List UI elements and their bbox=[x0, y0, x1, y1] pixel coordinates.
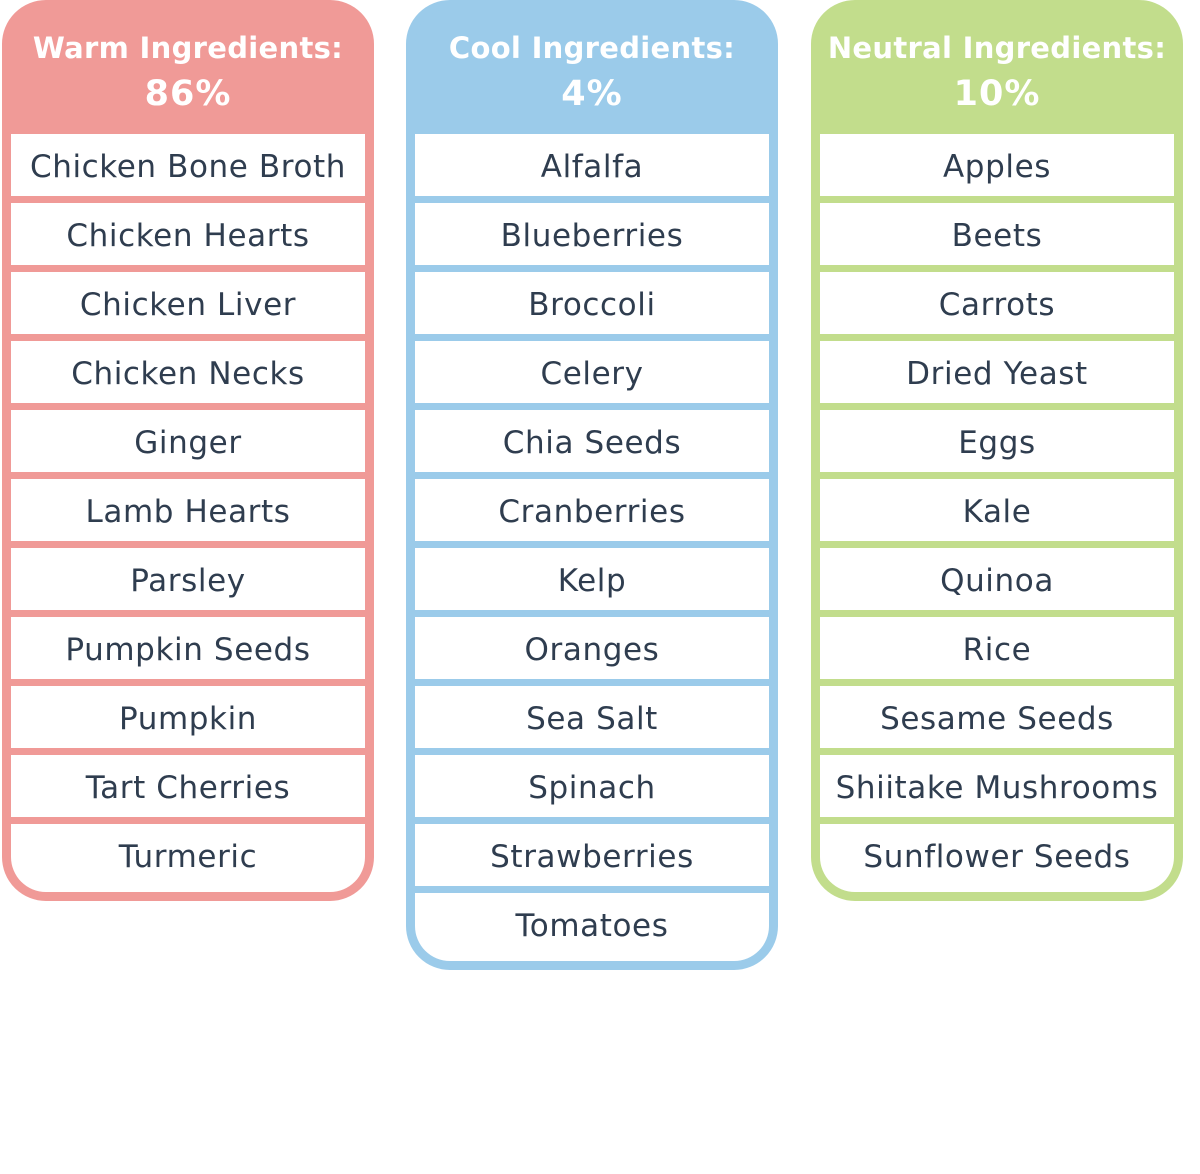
ingredient-item: Pumpkin bbox=[11, 686, 365, 748]
ingredient-item: Chia Seeds bbox=[415, 410, 769, 472]
warm-ingredients-list: Chicken Bone Broth Chicken Hearts Chicken … bbox=[11, 134, 365, 892]
ingredient-item: Alfalfa bbox=[415, 134, 769, 196]
ingredient-item: Blueberries bbox=[415, 203, 769, 265]
ingredient-item: Chicken Hearts bbox=[11, 203, 365, 265]
ingredient-item: Beets bbox=[820, 203, 1174, 265]
cool-ingredients-column: Cool Ingredients: 4% Alfalfa Blueberries B… bbox=[406, 0, 778, 970]
ingredient-item: Sunflower Seeds bbox=[820, 824, 1174, 892]
ingredient-item: Parsley bbox=[11, 548, 365, 610]
cool-ingredients-list: Alfalfa Blueberries Broccoli Celery Chia See… bbox=[415, 134, 769, 961]
ingredient-item: Kelp bbox=[415, 548, 769, 610]
ingredient-item: Chicken Liver bbox=[11, 272, 365, 334]
ingredient-item: Dried Yeast bbox=[820, 341, 1174, 403]
ingredient-item: Spinach bbox=[415, 755, 769, 817]
ingredient-item: Chicken Bone Broth bbox=[11, 134, 365, 196]
ingredient-item: Tart Cherries bbox=[11, 755, 365, 817]
neutral-ingredients-percent: 10% bbox=[953, 74, 1041, 114]
ingredient-item: Lamb Hearts bbox=[11, 479, 365, 541]
ingredient-item: Strawberries bbox=[415, 824, 769, 886]
ingredient-item: Shiitake Mushrooms bbox=[820, 755, 1174, 817]
ingredient-item: Cranberries bbox=[415, 479, 769, 541]
ingredient-item: Apples bbox=[820, 134, 1174, 196]
ingredient-item: Quinoa bbox=[820, 548, 1174, 610]
neutral-ingredients-header: Neutral Ingredients: 10% bbox=[820, 9, 1174, 132]
ingredient-item: Oranges bbox=[415, 617, 769, 679]
cool-ingredients-title: Cool Ingredients: bbox=[448, 31, 736, 65]
ingredient-item: Pumpkin Seeds bbox=[11, 617, 365, 679]
warm-ingredients-header: Warm Ingredients: 86% bbox=[11, 9, 365, 132]
ingredient-item: Broccoli bbox=[415, 272, 769, 334]
warm-ingredients-percent: 86% bbox=[144, 74, 232, 114]
ingredient-item: Ginger bbox=[11, 410, 365, 472]
warm-ingredients-column: Warm Ingredients: 86% Chicken Bone Broth… bbox=[2, 0, 374, 901]
ingredient-item: Turmeric bbox=[11, 824, 365, 892]
ingredient-item: Tomatoes bbox=[415, 893, 769, 961]
cool-ingredients-percent: 4% bbox=[561, 74, 623, 114]
warm-ingredients-title: Warm Ingredients: bbox=[32, 31, 344, 65]
ingredient-item: Rice bbox=[820, 617, 1174, 679]
neutral-ingredients-column: Neutral Ingredients: 10% Apples Beets Carr… bbox=[811, 0, 1183, 901]
ingredient-item: Sea Salt bbox=[415, 686, 769, 748]
ingredient-item: Chicken Necks bbox=[11, 341, 365, 403]
ingredient-item: Sesame Seeds bbox=[820, 686, 1174, 748]
ingredient-item: Kale bbox=[820, 479, 1174, 541]
neutral-ingredients-title: Neutral Ingredients: bbox=[827, 31, 1167, 65]
ingredient-item: Carrots bbox=[820, 272, 1174, 334]
neutral-ingredients-list: Apples Beets Carrots Dried Yeast Eggs Kale Qui… bbox=[820, 134, 1174, 892]
ingredient-item: Celery bbox=[415, 341, 769, 403]
ingredient-item: Eggs bbox=[820, 410, 1174, 472]
cool-ingredients-header: Cool Ingredients: 4% bbox=[415, 9, 769, 132]
